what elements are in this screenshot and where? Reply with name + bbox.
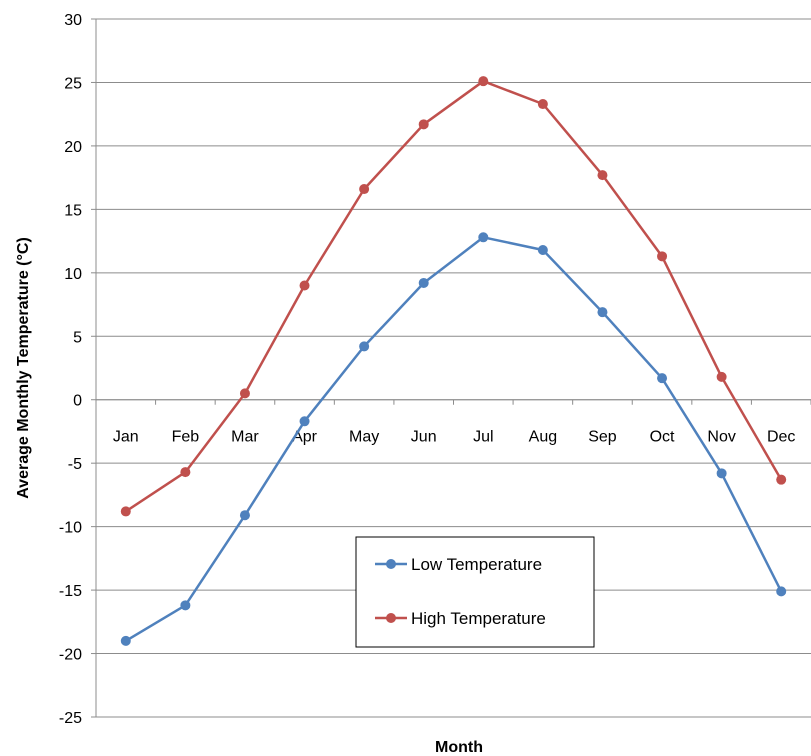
y-tick-label: -15 bbox=[59, 583, 82, 600]
x-tick-label: Sep bbox=[588, 429, 617, 446]
data-point bbox=[180, 467, 191, 478]
data-point bbox=[180, 600, 191, 611]
data-point bbox=[478, 232, 489, 243]
data-point bbox=[716, 468, 727, 479]
x-tick-label: Oct bbox=[650, 429, 675, 446]
x-tick-label: Feb bbox=[172, 429, 200, 446]
data-point bbox=[716, 371, 727, 382]
data-point bbox=[359, 341, 370, 352]
data-point bbox=[537, 244, 548, 255]
x-axis-ticks bbox=[95, 399, 811, 405]
x-tick-label: Mar bbox=[231, 429, 259, 446]
data-point bbox=[776, 474, 787, 485]
x-axis-title: Month bbox=[435, 739, 483, 756]
data-point bbox=[299, 280, 310, 291]
data-point bbox=[597, 170, 608, 181]
y-tick-label: -20 bbox=[59, 647, 82, 664]
data-point bbox=[657, 373, 668, 384]
y-tick-label: -10 bbox=[59, 520, 82, 537]
x-tick-label: May bbox=[349, 429, 379, 446]
data-point bbox=[120, 635, 131, 646]
data-point bbox=[597, 307, 608, 318]
x-tick-label: Jan bbox=[113, 429, 139, 446]
y-axis-tick-labels: 30 25 20 15 10 5 0 -5 -10 -15 -20 -25 bbox=[59, 12, 96, 727]
y-tick-label: 0 bbox=[73, 393, 82, 410]
x-tick-label: Jun bbox=[411, 429, 437, 446]
x-tick-label: Apr bbox=[292, 429, 318, 446]
data-point bbox=[299, 416, 310, 427]
data-point bbox=[537, 99, 548, 110]
y-axis-title: Average Monthly Temperature (°C) bbox=[15, 237, 32, 499]
y-tick-label: 25 bbox=[64, 75, 82, 92]
x-tick-label: Nov bbox=[707, 429, 735, 446]
y-tick-label: 15 bbox=[64, 202, 82, 219]
x-tick-label: Aug bbox=[529, 429, 557, 446]
data-point bbox=[239, 510, 250, 521]
data-point bbox=[776, 586, 787, 597]
series-layer bbox=[120, 76, 787, 646]
y-tick-label: -5 bbox=[68, 456, 82, 473]
data-point bbox=[359, 184, 370, 195]
legend-box bbox=[355, 536, 595, 648]
y-tick-label: -25 bbox=[59, 710, 82, 727]
x-tick-label: Dec bbox=[767, 429, 795, 446]
y-tick-label: 20 bbox=[64, 139, 82, 156]
y-tick-label: 5 bbox=[73, 329, 82, 346]
legend-marker-high bbox=[386, 613, 396, 623]
y-tick-label: 30 bbox=[64, 12, 82, 29]
data-point bbox=[418, 119, 429, 130]
legend-label-high: High Temperature bbox=[411, 609, 546, 628]
legend-marker-low bbox=[386, 559, 396, 569]
legend-label-low: Low Temperature bbox=[411, 555, 542, 574]
data-point bbox=[478, 76, 489, 87]
series-line-low bbox=[125, 236, 783, 642]
data-point bbox=[120, 506, 131, 517]
data-point bbox=[657, 251, 668, 262]
gridlines bbox=[96, 18, 811, 718]
y-tick-label: 10 bbox=[64, 266, 82, 283]
x-tick-label: Jul bbox=[473, 429, 493, 446]
x-axis-tick-labels: Jan Feb Mar Apr May Jun Jul Aug Sep Oct Nov Dec bbox=[113, 429, 796, 446]
data-point bbox=[418, 277, 429, 288]
series-line-high bbox=[125, 79, 783, 513]
legend: Low Temperature High Temperature bbox=[355, 536, 595, 648]
data-point bbox=[239, 388, 250, 399]
